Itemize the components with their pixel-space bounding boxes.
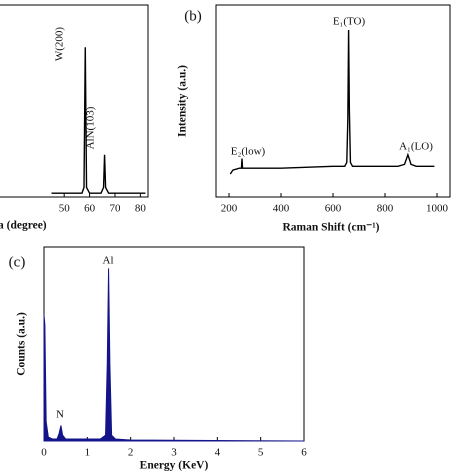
x-tick-label: 70 (109, 203, 121, 215)
x-tick-label: 80 (135, 203, 147, 215)
x-axis-label: a (degree) (0, 220, 47, 232)
peak-annotation: Al (103, 255, 114, 267)
x-tick-label: 0 (41, 447, 47, 459)
spectrum-area (43, 268, 305, 442)
x-axis-label: Energy (KeV) (140, 460, 209, 472)
x-tick-label: 1000 (426, 203, 449, 215)
x-tick-label: 4 (215, 447, 221, 459)
x-tick-label: 2 (128, 447, 134, 459)
x-tick-label: 60 (84, 203, 96, 215)
y-axis-label: Counts (a.u.) (16, 312, 28, 376)
peak-annotation: AlN(103) (85, 106, 97, 149)
spectrum-line (51, 47, 146, 194)
x-tick-label: 6 (301, 447, 307, 459)
plot-frame (43, 246, 305, 442)
peak-annotation: W(200) (54, 27, 66, 62)
peak-annotation: N (56, 409, 64, 421)
x-tick-label: 400 (273, 203, 290, 215)
spectrum-line (229, 29, 435, 175)
panel-label: (b) (184, 8, 202, 24)
y-axis-label: Intensity (a.u.) (177, 65, 189, 137)
x-tick-label: 1 (85, 447, 91, 459)
x-axis-label: Raman Shift (cm⁻¹) (282, 222, 379, 234)
peak-annotation: E₂(low) (231, 146, 266, 158)
plot-frame (0, 4, 149, 198)
x-tick-label: 5 (258, 447, 264, 459)
peak-annotation: E₁(TO) (333, 16, 366, 28)
peak-annotation: A₁(LO) (399, 141, 433, 153)
x-tick-label: 3 (171, 447, 177, 459)
panel-label: (c) (9, 254, 26, 270)
x-tick-label: 200 (221, 203, 238, 215)
x-tick-label: 800 (377, 203, 394, 215)
x-tick-label: 600 (325, 203, 342, 215)
x-tick-label: 50 (59, 203, 71, 215)
